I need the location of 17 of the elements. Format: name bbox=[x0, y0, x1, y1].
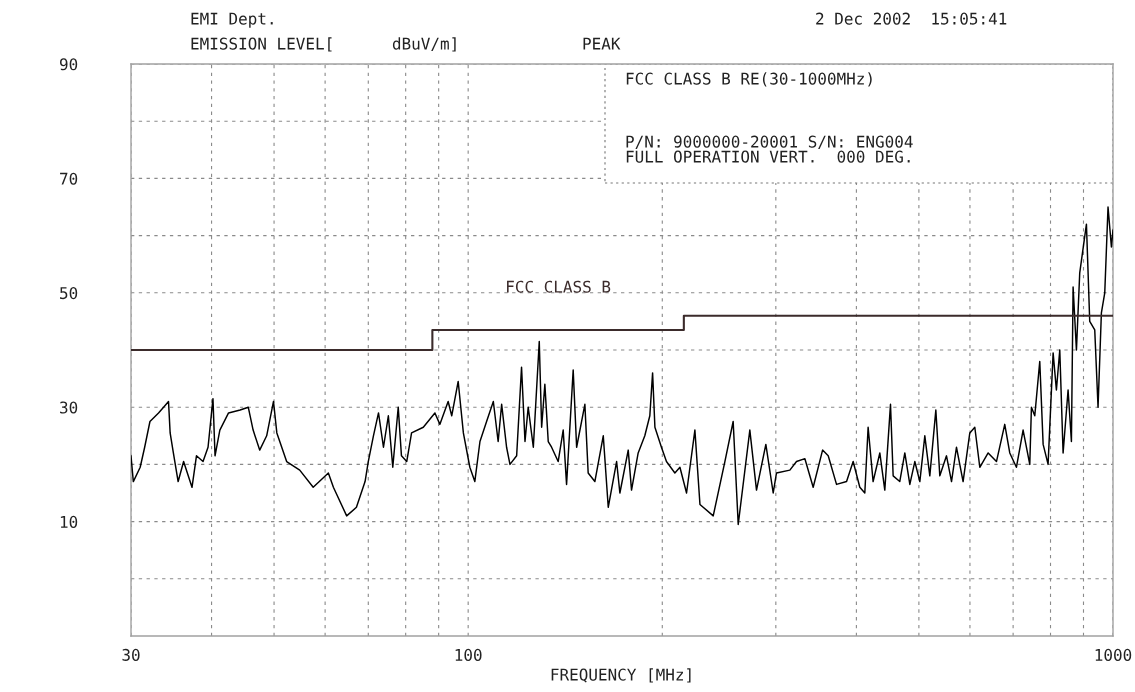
x-axis-title: FREQUENCY [MHz] bbox=[551, 668, 691, 683]
annotation: P/N: 9000000-20001 S/N: ENG004 bbox=[626, 135, 913, 149]
annotation: FULL OPERATION VERT. 000 DEG. bbox=[626, 150, 910, 163]
y-axis-title: EMISSION LEVEL[ dBuV/m] bbox=[191, 37, 456, 52]
y-tick-label: 90 bbox=[59, 58, 78, 71]
text: PEAK bbox=[583, 37, 621, 50]
annotation: FCC CLASS B RE(30-1000MHz) bbox=[626, 72, 872, 87]
text: FCC CLASS B bbox=[507, 280, 611, 293]
y-tick-label: 70 bbox=[60, 172, 78, 185]
x-tick-label: 1000 bbox=[1095, 648, 1132, 661]
x-tick-label: 100 bbox=[455, 648, 482, 661]
text: 2 Dec 2002 15:05:41 bbox=[816, 12, 1007, 25]
y-tick-label: 50 bbox=[60, 287, 78, 300]
y-tick-label: 10 bbox=[60, 515, 78, 528]
x-tick-label: 30 bbox=[122, 648, 140, 661]
y-tick-label: 30 bbox=[60, 401, 78, 414]
chart-title: EMI Dept. bbox=[191, 12, 273, 28]
